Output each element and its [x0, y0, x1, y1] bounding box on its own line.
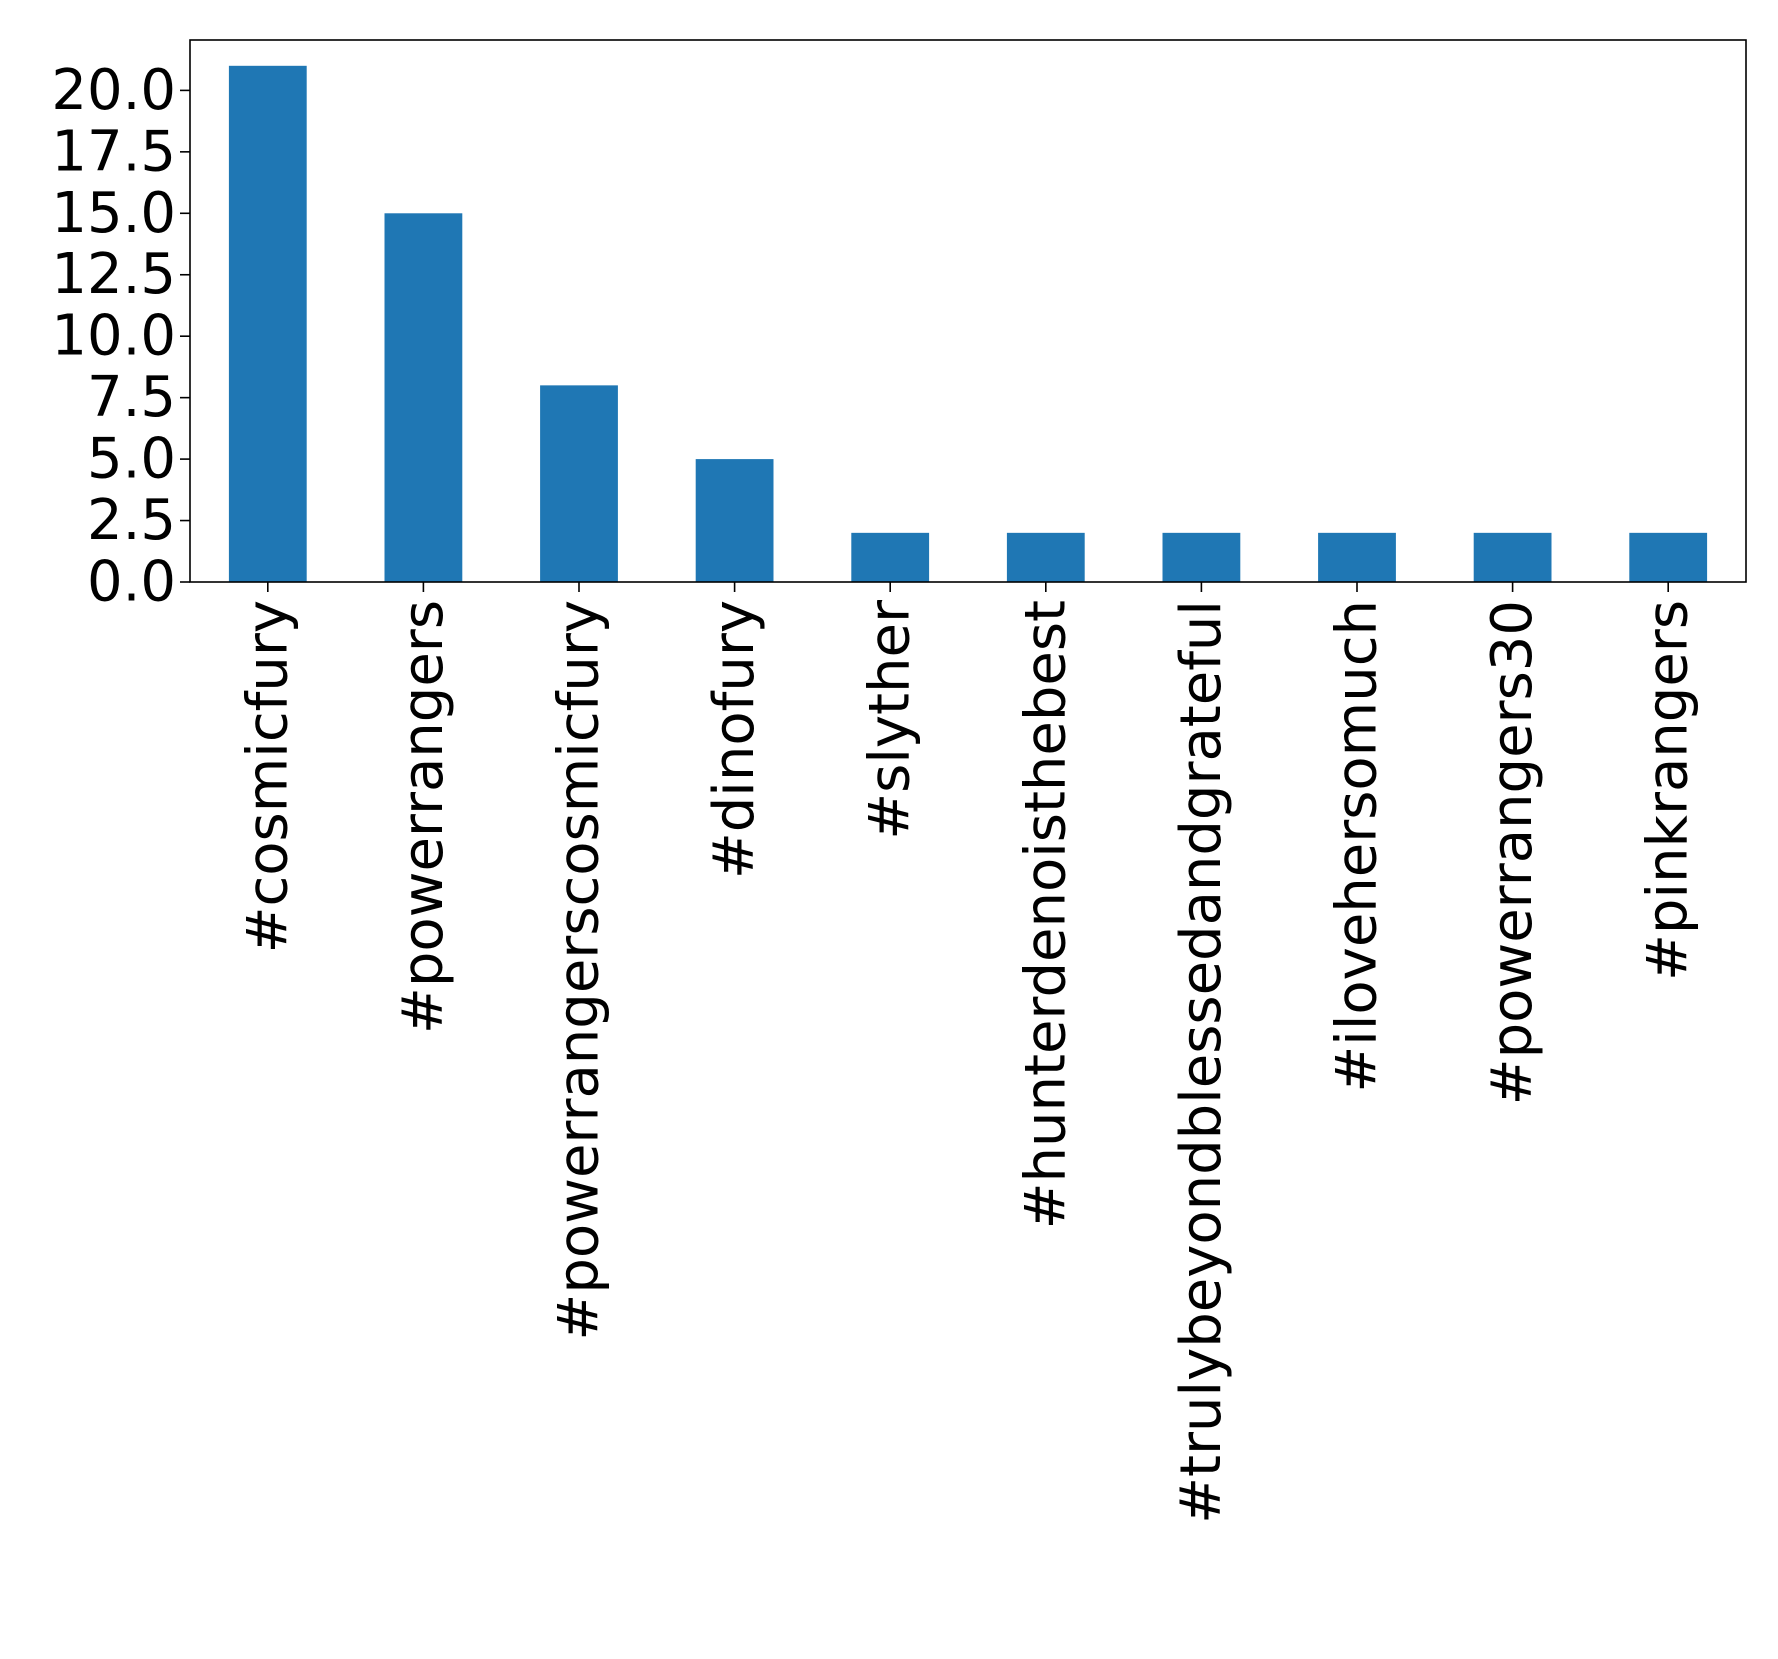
bar — [1006, 532, 1085, 582]
y-tick-label: 2.5 — [87, 488, 176, 553]
x-axis: #cosmicfury #powerrangers #powerrangerscos… — [235, 582, 1701, 1524]
bar — [384, 213, 463, 582]
x-tick-label: #powerrangers30 — [1480, 600, 1545, 1105]
x-tick-label: #hunterdenoisthebest — [1013, 600, 1078, 1229]
y-tick-label: 0.0 — [87, 550, 176, 615]
bar — [540, 385, 618, 582]
bar — [1318, 532, 1396, 582]
y-tick-label: 12.5 — [51, 242, 176, 307]
bar — [1473, 532, 1552, 582]
x-tick-label: #dinofury — [702, 600, 767, 879]
y-tick-label: 15.0 — [51, 181, 176, 246]
y-tick-label: 10.0 — [51, 304, 176, 369]
x-tick-label: #powerrangerscosmicfury — [547, 600, 612, 1341]
y-tick-label: 17.5 — [51, 119, 176, 184]
y-tick-label: 5.0 — [87, 427, 176, 492]
x-tick-label: #pinkrangers — [1636, 600, 1701, 981]
x-tick-label: #cosmicfury — [235, 600, 300, 953]
bar — [1162, 532, 1241, 582]
x-tick-label: #slyther — [858, 599, 923, 840]
x-tick-label: #ilovehersomuch — [1325, 600, 1390, 1093]
x-tick-label: #trulybeyondblessedandgrateful — [1169, 600, 1234, 1524]
bar — [1629, 532, 1708, 582]
y-axis: 0.02.55.07.510.012.515.017.520.0 — [51, 58, 190, 615]
y-tick-label: 7.5 — [87, 365, 176, 430]
bar — [851, 532, 930, 582]
bar — [695, 459, 774, 582]
plot-frame — [189, 39, 1747, 583]
x-tick-label: #powerrangers — [391, 600, 456, 1034]
y-tick-label: 20.0 — [51, 58, 176, 123]
bar — [228, 65, 307, 583]
bars — [228, 65, 1708, 583]
